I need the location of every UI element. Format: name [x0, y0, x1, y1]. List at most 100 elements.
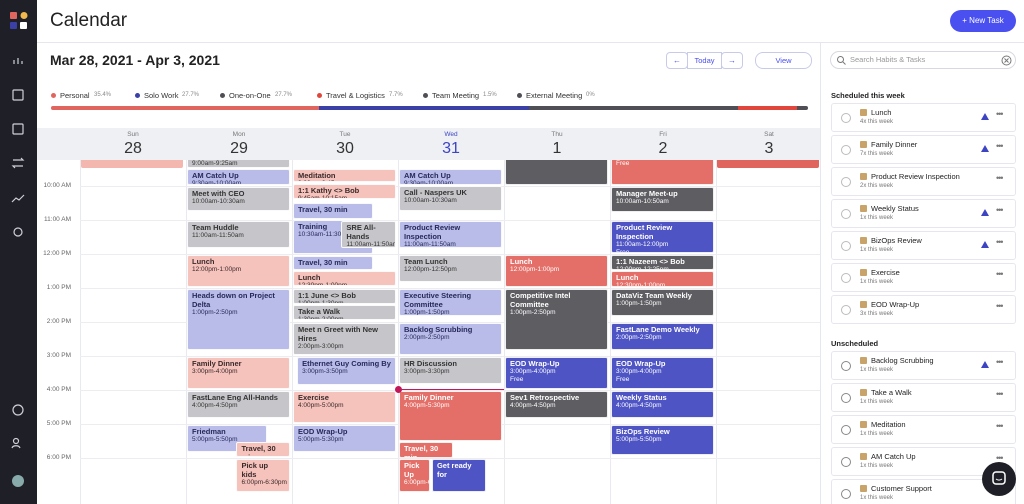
calendar-event[interactable]: Pick Up6:00pm-6:30pm	[399, 459, 430, 492]
task-card[interactable]: EOD Wrap-Up 3x this week •••	[831, 295, 1016, 324]
more-menu[interactable]: •••	[996, 237, 1004, 247]
sat-event-edge	[717, 160, 819, 168]
calendar-event[interactable]: Pick up kids 6:00pm-6:30pm	[236, 459, 290, 492]
task-icon	[860, 205, 867, 212]
calendar-event[interactable]: Product Review Inspection 11:00am-11:50am	[399, 221, 502, 248]
calendar-event[interactable]: 9:00am-9:25am	[187, 160, 290, 168]
calendar-event[interactable]: 1:1 Kathy <> Bob 9:45am-10:15am	[293, 184, 396, 199]
calendar-event[interactable]: AM Catch Up 9:30am-10:00am	[399, 169, 502, 185]
calendar-event[interactable]: Call - Naspers UK 10:00am-10:30am	[399, 186, 502, 211]
calendar-event[interactable]: Travel, 30 min	[293, 256, 374, 270]
event-time: 12:30pm-1:00pm	[298, 282, 348, 286]
calendar-event[interactable]: Family Dinner 4:00pm-5:30pm	[399, 391, 502, 441]
calendar-event[interactable]: EOD Wrap-Up 5:00pm-5:30pm	[293, 425, 396, 452]
task-check	[841, 273, 851, 283]
calendar-event[interactable]: Travel, 30 min	[293, 203, 374, 219]
calendar-event[interactable]: Sev1 Retrospective 4:00pm-4:50pm	[505, 391, 608, 418]
task-card[interactable]: Family Dinner 7x this week •••	[831, 135, 1016, 164]
next-week-button[interactable]: →	[721, 52, 743, 69]
event-title: Travel, 30 min	[298, 258, 348, 267]
clear-icon[interactable]	[1001, 55, 1012, 66]
chat-button[interactable]	[982, 462, 1016, 496]
calendar-event[interactable]: AM Catch Up 9:30am-10:00am	[187, 169, 290, 185]
calendar-event[interactable]: EOD Wrap-Up 3:00pm-4:00pm Free	[505, 357, 608, 389]
today-button[interactable]: Today	[687, 52, 722, 69]
task-icon	[860, 421, 867, 428]
calendar-event[interactable]: 9:00am-10:35am	[505, 160, 608, 185]
more-menu[interactable]: •••	[996, 357, 1004, 367]
calendar-event[interactable]: Team Lunch 12:00pm-12:50pm	[399, 255, 502, 282]
calendar-event[interactable]: EOD Wrap-Up 3:00pm-4:00pm Free	[611, 357, 714, 389]
more-menu[interactable]: •••	[996, 205, 1004, 215]
calendar-event[interactable]: Exercise 4:00pm-5:00pm	[293, 391, 396, 423]
event-title: Travel, 30 min	[298, 205, 348, 214]
calendar-event[interactable]: SRE All-Hands 11:00am-11:50am	[341, 221, 396, 248]
calendar-event[interactable]: Team Huddle 11:00am-11:50am	[187, 221, 290, 248]
event-time: 1:00pm-1:30pm	[298, 300, 344, 304]
event-time: 1:00pm-2:50pm	[192, 309, 238, 316]
calendar-event[interactable]: Executive Steering Committee 1:00pm-1:50p…	[399, 289, 502, 316]
calendar-event[interactable]: 1:1 June <> Bob 1:00pm-1:30pm	[293, 289, 396, 304]
calendar-event[interactable]: Backlog Scrubbing 2:00pm-2:50pm	[399, 323, 502, 355]
task-card[interactable]: Product Review Inspection 2x this week •••	[831, 167, 1016, 196]
task-card[interactable]: Take a Walk 1x this week •••	[831, 383, 1016, 412]
calendar-event[interactable]: Heads down on Project Delta 1:00pm-2:50pm	[187, 289, 290, 350]
task-icon	[860, 453, 867, 460]
prev-week-button[interactable]: ←	[666, 52, 688, 69]
task-frequency: 4x this week	[860, 119, 894, 125]
calendar-event[interactable]: Lunch 12:00pm-1:00pm	[505, 255, 608, 287]
day-name: Thu	[551, 131, 563, 138]
calendar-event[interactable]: FastLane Eng All-Hands 4:00pm-4:50pm	[187, 391, 290, 418]
calendar-event[interactable]: Lunch 12:30pm-1:00pm	[293, 271, 396, 286]
more-menu[interactable]: •••	[996, 141, 1004, 151]
time-label: 4:00 PM	[46, 386, 71, 393]
calendar-event[interactable]: DataViz Team Weekly 1:00pm-1:50pm	[611, 289, 714, 316]
more-menu[interactable]: •••	[996, 269, 1004, 279]
calendar-event[interactable]: Take a Walk 1:30pm-2:00pm	[293, 305, 396, 320]
event-time: 4:00pm-4:50pm	[192, 402, 238, 409]
legend-name: Personal	[60, 91, 90, 100]
new-task-button[interactable]: + New Task	[950, 10, 1016, 32]
calendar-event[interactable]: Travel, 30 min	[399, 442, 453, 458]
calendar-event[interactable]: Ethernet Guy Coming By 3:00pm-3:50pm	[297, 357, 396, 385]
calendar-event[interactable]: Travel, 30 min	[236, 442, 290, 457]
task-name: Family Dinner	[871, 140, 918, 149]
event-time: 12:00pm-12:50pm	[404, 266, 457, 273]
calendar-event[interactable]: Meet n Greet with New Hires 2:00pm-3:00pm	[293, 323, 396, 355]
task-card[interactable]: Meditation 1x this week •••	[831, 415, 1016, 444]
task-card[interactable]: Weekly Status 1x this week •••	[831, 199, 1016, 228]
event-title: Travel, 30 min	[404, 444, 439, 458]
calendar-event[interactable]: HR Discussion 3:00pm-3:30pm	[399, 357, 502, 384]
calendar-event[interactable]: Family Dinner 3:00pm-4:00pm	[187, 357, 290, 389]
calendar-event[interactable]: Lunch 12:30pm-1:00pm	[611, 271, 714, 287]
more-menu[interactable]: •••	[996, 173, 1004, 183]
event-title: Exercise	[298, 393, 329, 402]
more-menu[interactable]: •••	[996, 453, 1004, 463]
calendar-event[interactable]: Weekly Status 4:00pm-4:50pm	[611, 391, 714, 418]
calendar-event[interactable]: Manager Meet-up 10:00am-10:50am	[611, 187, 714, 212]
more-menu[interactable]: •••	[996, 421, 1004, 431]
task-name: Customer Support	[871, 484, 932, 493]
scheduled-heading: Scheduled this week	[831, 91, 905, 100]
calendar-event[interactable]: Meditation9:30am-9:45am	[293, 169, 396, 182]
more-menu[interactable]: •••	[996, 389, 1004, 399]
calendar-event[interactable]: BizOps Review 5:00pm-5:50pm	[611, 425, 714, 455]
more-menu[interactable]: •••	[996, 301, 1004, 311]
event-title: FastLane Demo Weekly	[616, 325, 700, 334]
task-card[interactable]: Lunch 4x this week •••	[831, 103, 1016, 132]
search-box[interactable]: Search Habits & Tasks	[830, 51, 1016, 69]
view-button[interactable]: View	[755, 52, 812, 69]
more-menu[interactable]: •••	[996, 109, 1004, 119]
calendar-event[interactable]: Lunch 12:00pm-1:00pm	[187, 255, 290, 287]
calendar-event[interactable]: 9:00am-10:00amFree	[611, 160, 714, 185]
calendar-event[interactable]: Competitive Intel Committee 1:00pm-2:50pm	[505, 289, 608, 350]
calendar-event[interactable]: FastLane Demo Weekly 2:00pm-2:50pm	[611, 323, 714, 350]
task-card[interactable]: BizOps Review 1x this week •••	[831, 231, 1016, 260]
calendar-event[interactable]: 1:1 Nazeem <> Bob 12:00pm-12:25pm	[611, 255, 714, 270]
event-time: 1:30pm-2:00pm	[298, 316, 344, 320]
calendar-event[interactable]: Product Review Inspection 11:00am-12:00pm…	[611, 221, 714, 253]
task-card[interactable]: Backlog Scrubbing 1x this week •••	[831, 351, 1016, 380]
calendar-event[interactable]: Get ready for	[431, 459, 486, 492]
task-card[interactable]: Exercise 1x this week •••	[831, 263, 1016, 292]
calendar-event[interactable]: Meet with CEO 10:00am-10:30am	[187, 187, 290, 211]
